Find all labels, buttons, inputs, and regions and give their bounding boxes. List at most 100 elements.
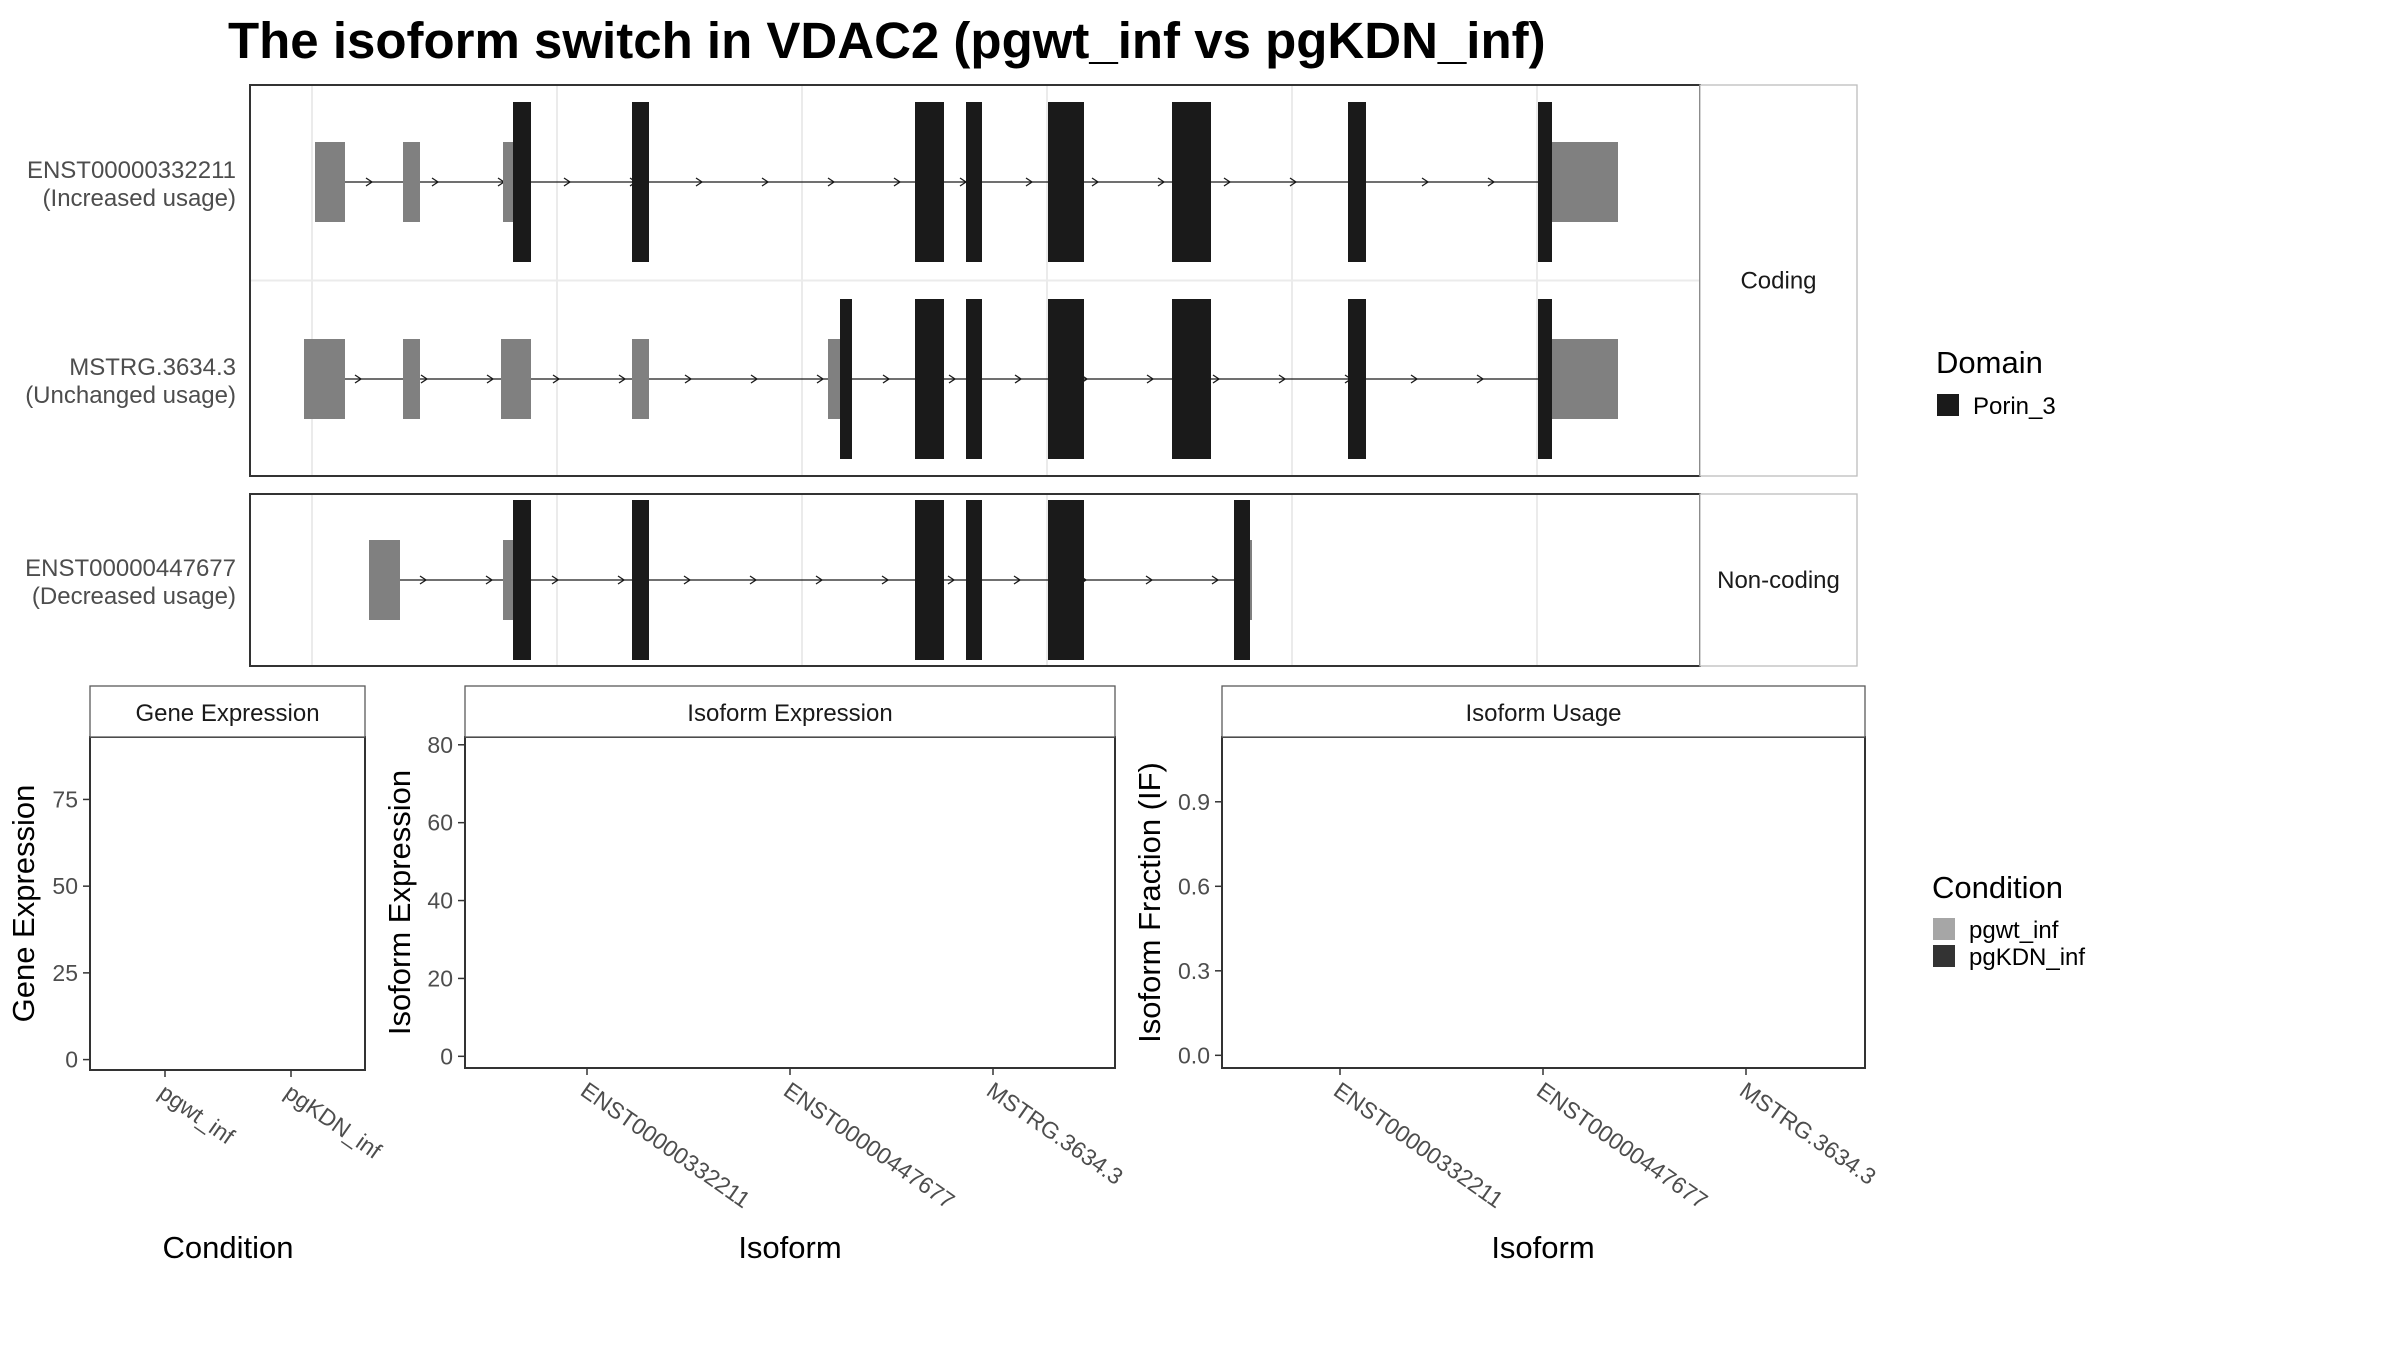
- strand-arrow: [1410, 374, 1419, 384]
- cds-exon-porin-3: [915, 500, 944, 660]
- y-tick-label: 0: [65, 1047, 78, 1073]
- cds-exon-porin-3: [1348, 299, 1366, 459]
- strand-arrow: [563, 177, 572, 187]
- chart-isoform-expression: 0 20 40 60 80 Isoform Expression ENST000003322…: [382, 685, 1128, 1265]
- transcript-facet-coding: Coding ENST00000332211(Increased usage) MS…: [25, 84, 1858, 477]
- transcript-track: ENST00000447677(Decreased usage): [25, 500, 1252, 660]
- x-axis-title: Isoform: [1491, 1230, 1594, 1265]
- strand-arrow: [1476, 374, 1485, 384]
- strand-arrow: [683, 575, 692, 585]
- strand-arrow: [1157, 177, 1166, 187]
- strand-arrow: [420, 374, 429, 384]
- strand-arrow: [365, 177, 374, 187]
- cds-exon-porin-3: [1172, 102, 1211, 262]
- utr-exon: [1551, 142, 1564, 222]
- utr-exon: [1564, 339, 1618, 419]
- strand-arrow: [893, 177, 902, 187]
- facet-strip: [1699, 84, 1858, 477]
- strand-arrow: [827, 177, 836, 187]
- utr-exon: [632, 339, 649, 419]
- condition-legend-key-pgwt-inf: [1933, 918, 1955, 940]
- strand-arrow: [695, 177, 704, 187]
- cds-exon-porin-3: [1048, 500, 1084, 660]
- domain-legend: Domain Porin_3: [1936, 345, 2056, 420]
- x-tick-label: ENST00000332211: [1329, 1077, 1508, 1213]
- strand-arrow: [1211, 575, 1220, 585]
- y-tick-label: 0: [440, 1043, 453, 1069]
- strand-arrow: [881, 575, 890, 585]
- facet-strip-label: Coding: [1740, 268, 1816, 295]
- transcript-facet-non-coding: Non-coding ENST00000447677(Decreased usag…: [25, 493, 1858, 667]
- y-tick-label: 0.0: [1178, 1042, 1210, 1068]
- strand-arrow: [1145, 575, 1154, 585]
- strand-arrow: [485, 575, 494, 585]
- transcript-id-label: ENST00000332211: [27, 157, 236, 184]
- transcript-structure-panel: Coding ENST00000332211(Increased usage) MS…: [25, 84, 1858, 667]
- strand-arrow: [552, 374, 561, 384]
- x-tick-label: pgKDN_inf: [280, 1079, 387, 1164]
- utr-exon: [501, 339, 531, 419]
- cds-exon-porin-3: [915, 299, 944, 459]
- condition-legend-title: Condition: [1932, 870, 2063, 905]
- strand-arrow: [1289, 177, 1298, 187]
- cds-exon-porin-3: [1538, 299, 1552, 459]
- utr-exon: [315, 142, 345, 222]
- condition-legend-key-pgkdn-inf: [1933, 945, 1955, 967]
- condition-legend: Condition pgwt_inf pgKDN_inf: [1932, 870, 2085, 971]
- condition-legend-label-pgkdn-inf: pgKDN_inf: [1969, 944, 2085, 971]
- plot-border: [89, 736, 366, 1071]
- strand-arrow: [419, 575, 428, 585]
- strand-arrow: [749, 575, 758, 585]
- strand-arrow: [882, 374, 891, 384]
- transcript-track: ENST00000332211(Increased usage): [27, 102, 1618, 262]
- strand-arrow: [551, 575, 560, 585]
- x-tick-label: ENST00000332211: [576, 1077, 755, 1213]
- x-tick-label: ENST00000447677: [1532, 1077, 1712, 1214]
- utr-exon: [369, 540, 400, 620]
- utr-exon: [1564, 142, 1618, 222]
- cds-exon-porin-3: [632, 500, 649, 660]
- strand-arrow: [1014, 374, 1023, 384]
- panel-strip: [1221, 685, 1866, 738]
- cds-exon-porin-3: [966, 102, 982, 262]
- y-tick-label: 0.6: [1178, 873, 1210, 899]
- facet-strip-label: Non-coding: [1717, 567, 1840, 594]
- strand-arrow: [815, 575, 824, 585]
- x-tick-label: ENST00000447677: [779, 1077, 959, 1214]
- transcript-usage-label: (Unchanged usage): [25, 382, 236, 409]
- cds-exon-porin-3: [1234, 500, 1250, 660]
- domain-legend-key-porin-3: [1937, 394, 1959, 416]
- cds-exon-porin-3: [1048, 299, 1084, 459]
- strand-arrow: [1146, 374, 1155, 384]
- cds-exon-porin-3: [1348, 102, 1366, 262]
- y-tick-label: 0.9: [1178, 789, 1210, 815]
- x-tick-label: MSTRG.3634.3: [1735, 1077, 1881, 1190]
- cds-exon-porin-3: [513, 102, 531, 262]
- y-tick-label: 75: [52, 786, 78, 812]
- domain-legend-title: Domain: [1936, 345, 2043, 380]
- y-axis-title: Gene Expression: [6, 785, 41, 1023]
- chart-isoform-usage: 0.00.30.60.9****nsIsoform UsageENST00000…: [1132, 685, 1881, 1265]
- utr-exon: [1551, 339, 1564, 419]
- y-axis-title: Isoform Expression: [382, 770, 417, 1035]
- utr-exon: [503, 142, 513, 222]
- strand-arrow: [486, 374, 495, 384]
- panel-strip-title: Isoform Usage: [1465, 700, 1621, 727]
- domain-legend-label: Porin_3: [1973, 393, 2056, 420]
- transcript-id-label: ENST00000447677: [25, 555, 236, 582]
- chart-gene-expression: 0 25 50 75 Gene Expression pgwt_inf pgKDN_inf C…: [6, 685, 387, 1265]
- panel-strip: [464, 685, 1116, 738]
- y-tick-label: 25: [52, 960, 78, 986]
- panel-strip-title: Isoform Expression: [687, 700, 892, 727]
- panel-strip: [89, 685, 366, 738]
- strand-arrow: [1013, 575, 1022, 585]
- y-tick-label: 50: [52, 873, 78, 899]
- strand-arrow: [947, 575, 956, 585]
- y-tick-label: 40: [427, 888, 453, 914]
- y-tick-label: 20: [427, 965, 453, 991]
- strand-arrow: [948, 374, 957, 384]
- strand-arrow: [618, 374, 627, 384]
- strand-arrow: [1487, 177, 1496, 187]
- bar-charts: 0 25 50 75 Gene Expression pgwt_inf pgKDN_inf C…: [6, 685, 1881, 1265]
